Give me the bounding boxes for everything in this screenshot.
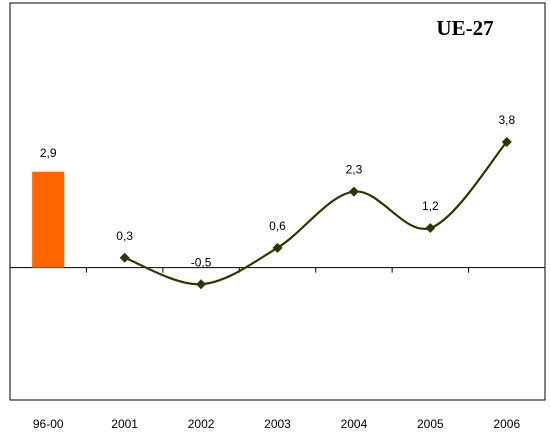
marker	[119, 252, 130, 263]
marker	[425, 222, 436, 233]
x-tick-label: 2006	[493, 417, 520, 431]
x-tick-label: 2004	[341, 417, 368, 431]
data-label: 0,3	[116, 229, 133, 243]
data-label: 1,2	[422, 199, 439, 213]
x-tick-label: 96-00	[33, 417, 64, 431]
data-label: 2,9	[40, 146, 57, 160]
marker	[501, 136, 512, 147]
bar	[32, 171, 65, 268]
chart-title: UE-27	[436, 16, 493, 40]
x-tick-label: 2002	[188, 417, 215, 431]
data-label: 2,3	[346, 163, 363, 177]
marker	[272, 242, 283, 253]
x-tick-label: 2001	[111, 417, 138, 431]
x-tick-label: 2003	[264, 417, 291, 431]
marker	[196, 279, 207, 290]
data-label: 0,6	[269, 219, 286, 233]
data-label: -0,5	[191, 255, 212, 269]
data-label: 3,8	[498, 113, 515, 127]
plot-frame	[9, 2, 546, 401]
x-tick-label: 2005	[417, 417, 444, 431]
marker	[348, 186, 359, 197]
